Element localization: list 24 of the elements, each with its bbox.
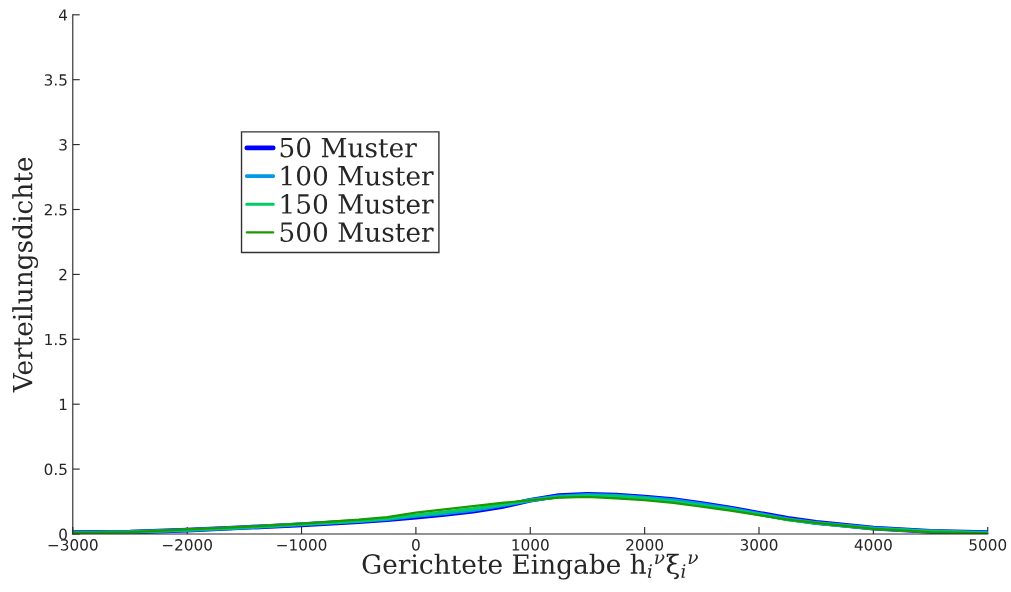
x-tick-label: 1000	[512, 539, 549, 551]
y-tick-label: 1	[59, 398, 67, 410]
legend-label: 50 Muster	[280, 137, 417, 158]
legend-label: 150 Muster	[281, 193, 434, 214]
y-tick-label: 0	[59, 528, 67, 541]
legend-label: 100 Muster	[281, 165, 434, 186]
y-tick-label: 0.5	[44, 463, 67, 476]
x-tick-label: 5000	[969, 539, 1007, 551]
x-tick-label: −2000	[162, 539, 212, 551]
x-tick-label: −3000	[48, 539, 98, 551]
x-axis-title: Gerichtete Eingabe h$_{i}$$^{ν}$ξ$_{i}$$^{ν}$	[362, 553, 698, 580]
x-tick-label: −1000	[277, 539, 327, 551]
x-tick-label: 4000	[854, 539, 892, 551]
y-axis-title: Verteilungsdichte	[12, 157, 39, 393]
y-tick-label: 3.5	[44, 74, 67, 86]
x-tick-label: 0	[412, 539, 420, 551]
y-tick-label: 3	[59, 139, 67, 151]
x-tick-label: 3000	[740, 539, 778, 551]
y-tick-label: 4	[58, 9, 68, 21]
y-tick-label: 1.5	[45, 333, 67, 346]
y-tick-label: 2.5	[44, 203, 67, 216]
x-tick-label: 2000	[626, 539, 664, 551]
legend-label: 500 Muster	[280, 222, 434, 243]
y-tick-label: 2	[59, 268, 67, 281]
